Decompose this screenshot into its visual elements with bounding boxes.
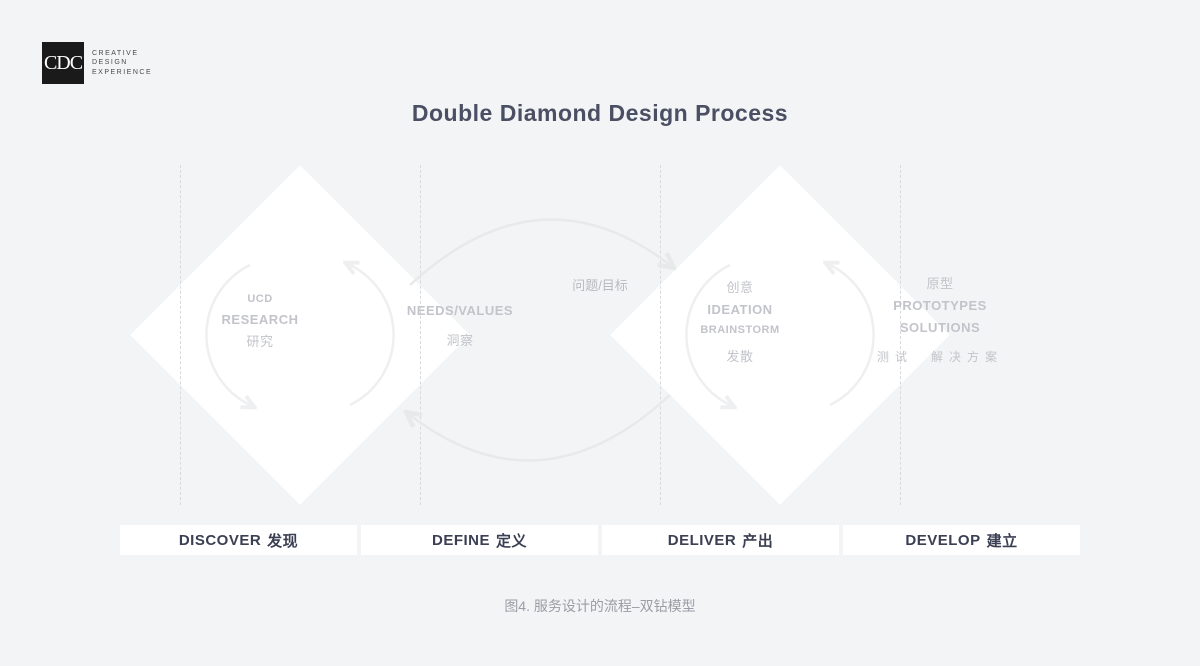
phase-discover: DISCOVER 发现 (120, 525, 357, 555)
logo-line-2: DESIGN (92, 58, 152, 67)
phase-deliver: DELIVER 产出 (602, 525, 839, 555)
logo-line-1: CREATIVE (92, 49, 152, 58)
q4-cn-row: 测试 解决方案 (860, 347, 1020, 367)
double-diamond-diagram: UCD RESEARCH 研究 NEEDS/VALUES 洞察 问题/目标 创意… (120, 155, 1080, 515)
flow-arrow-bottom (380, 375, 700, 495)
q3-small: 创意 (660, 277, 820, 299)
phase-4-en: DEVELOP (905, 532, 980, 549)
phase-bar: DISCOVER 发现 DEFINE 定义 DELIVER 产出 DEVELOP… (120, 525, 1080, 555)
diagram-title: Double Diamond Design Process (0, 100, 1200, 127)
phase-1-cn: 发现 (267, 530, 298, 551)
q2-main: NEEDS/VALUES (380, 300, 540, 322)
q4-small: 原型 (860, 273, 1020, 295)
logo-line-3: EXPERIENCE (92, 68, 152, 77)
phase-2-en: DEFINE (432, 532, 490, 549)
quadrant-define: NEEDS/VALUES 洞察 (380, 300, 540, 352)
q3-cn: 发散 (660, 346, 820, 368)
q2-cn: 洞察 (380, 330, 540, 352)
phase-3-en: DELIVER (668, 532, 737, 549)
phase-develop: DEVELOP 建立 (843, 525, 1080, 555)
phase-1-en: DISCOVER (179, 532, 261, 549)
figure-caption: 图4. 服务设计的流程–双钻模型 (0, 596, 1200, 616)
q3-main2: BRAINSTORM (660, 321, 820, 340)
phase-define: DEFINE 定义 (361, 525, 598, 555)
q4-main: PROTOTYPES (860, 295, 1020, 317)
logo-text: CREATIVE DESIGN EXPERIENCE (92, 49, 152, 77)
q1-small: UCD (180, 290, 340, 309)
q1-cn: 研究 (180, 331, 340, 353)
quadrant-deliver: 创意 IDEATION BRAINSTORM 发散 (660, 277, 820, 368)
phase-4-cn: 建立 (987, 530, 1018, 551)
logo-mark: CDC (42, 42, 84, 84)
phase-2-cn: 定义 (496, 530, 527, 551)
quadrant-develop: 原型 PROTOTYPES SOLUTIONS 测试 解决方案 (860, 273, 1020, 368)
phase-3-cn: 产出 (742, 530, 773, 551)
q4-main2: SOLUTIONS (860, 317, 1020, 339)
quadrant-discover: UCD RESEARCH 研究 (180, 290, 340, 353)
center-label: 问题/目标 (540, 275, 660, 294)
logo: CDC CREATIVE DESIGN EXPERIENCE (42, 42, 152, 84)
q1-main: RESEARCH (180, 309, 340, 331)
q3-main: IDEATION (660, 299, 820, 321)
